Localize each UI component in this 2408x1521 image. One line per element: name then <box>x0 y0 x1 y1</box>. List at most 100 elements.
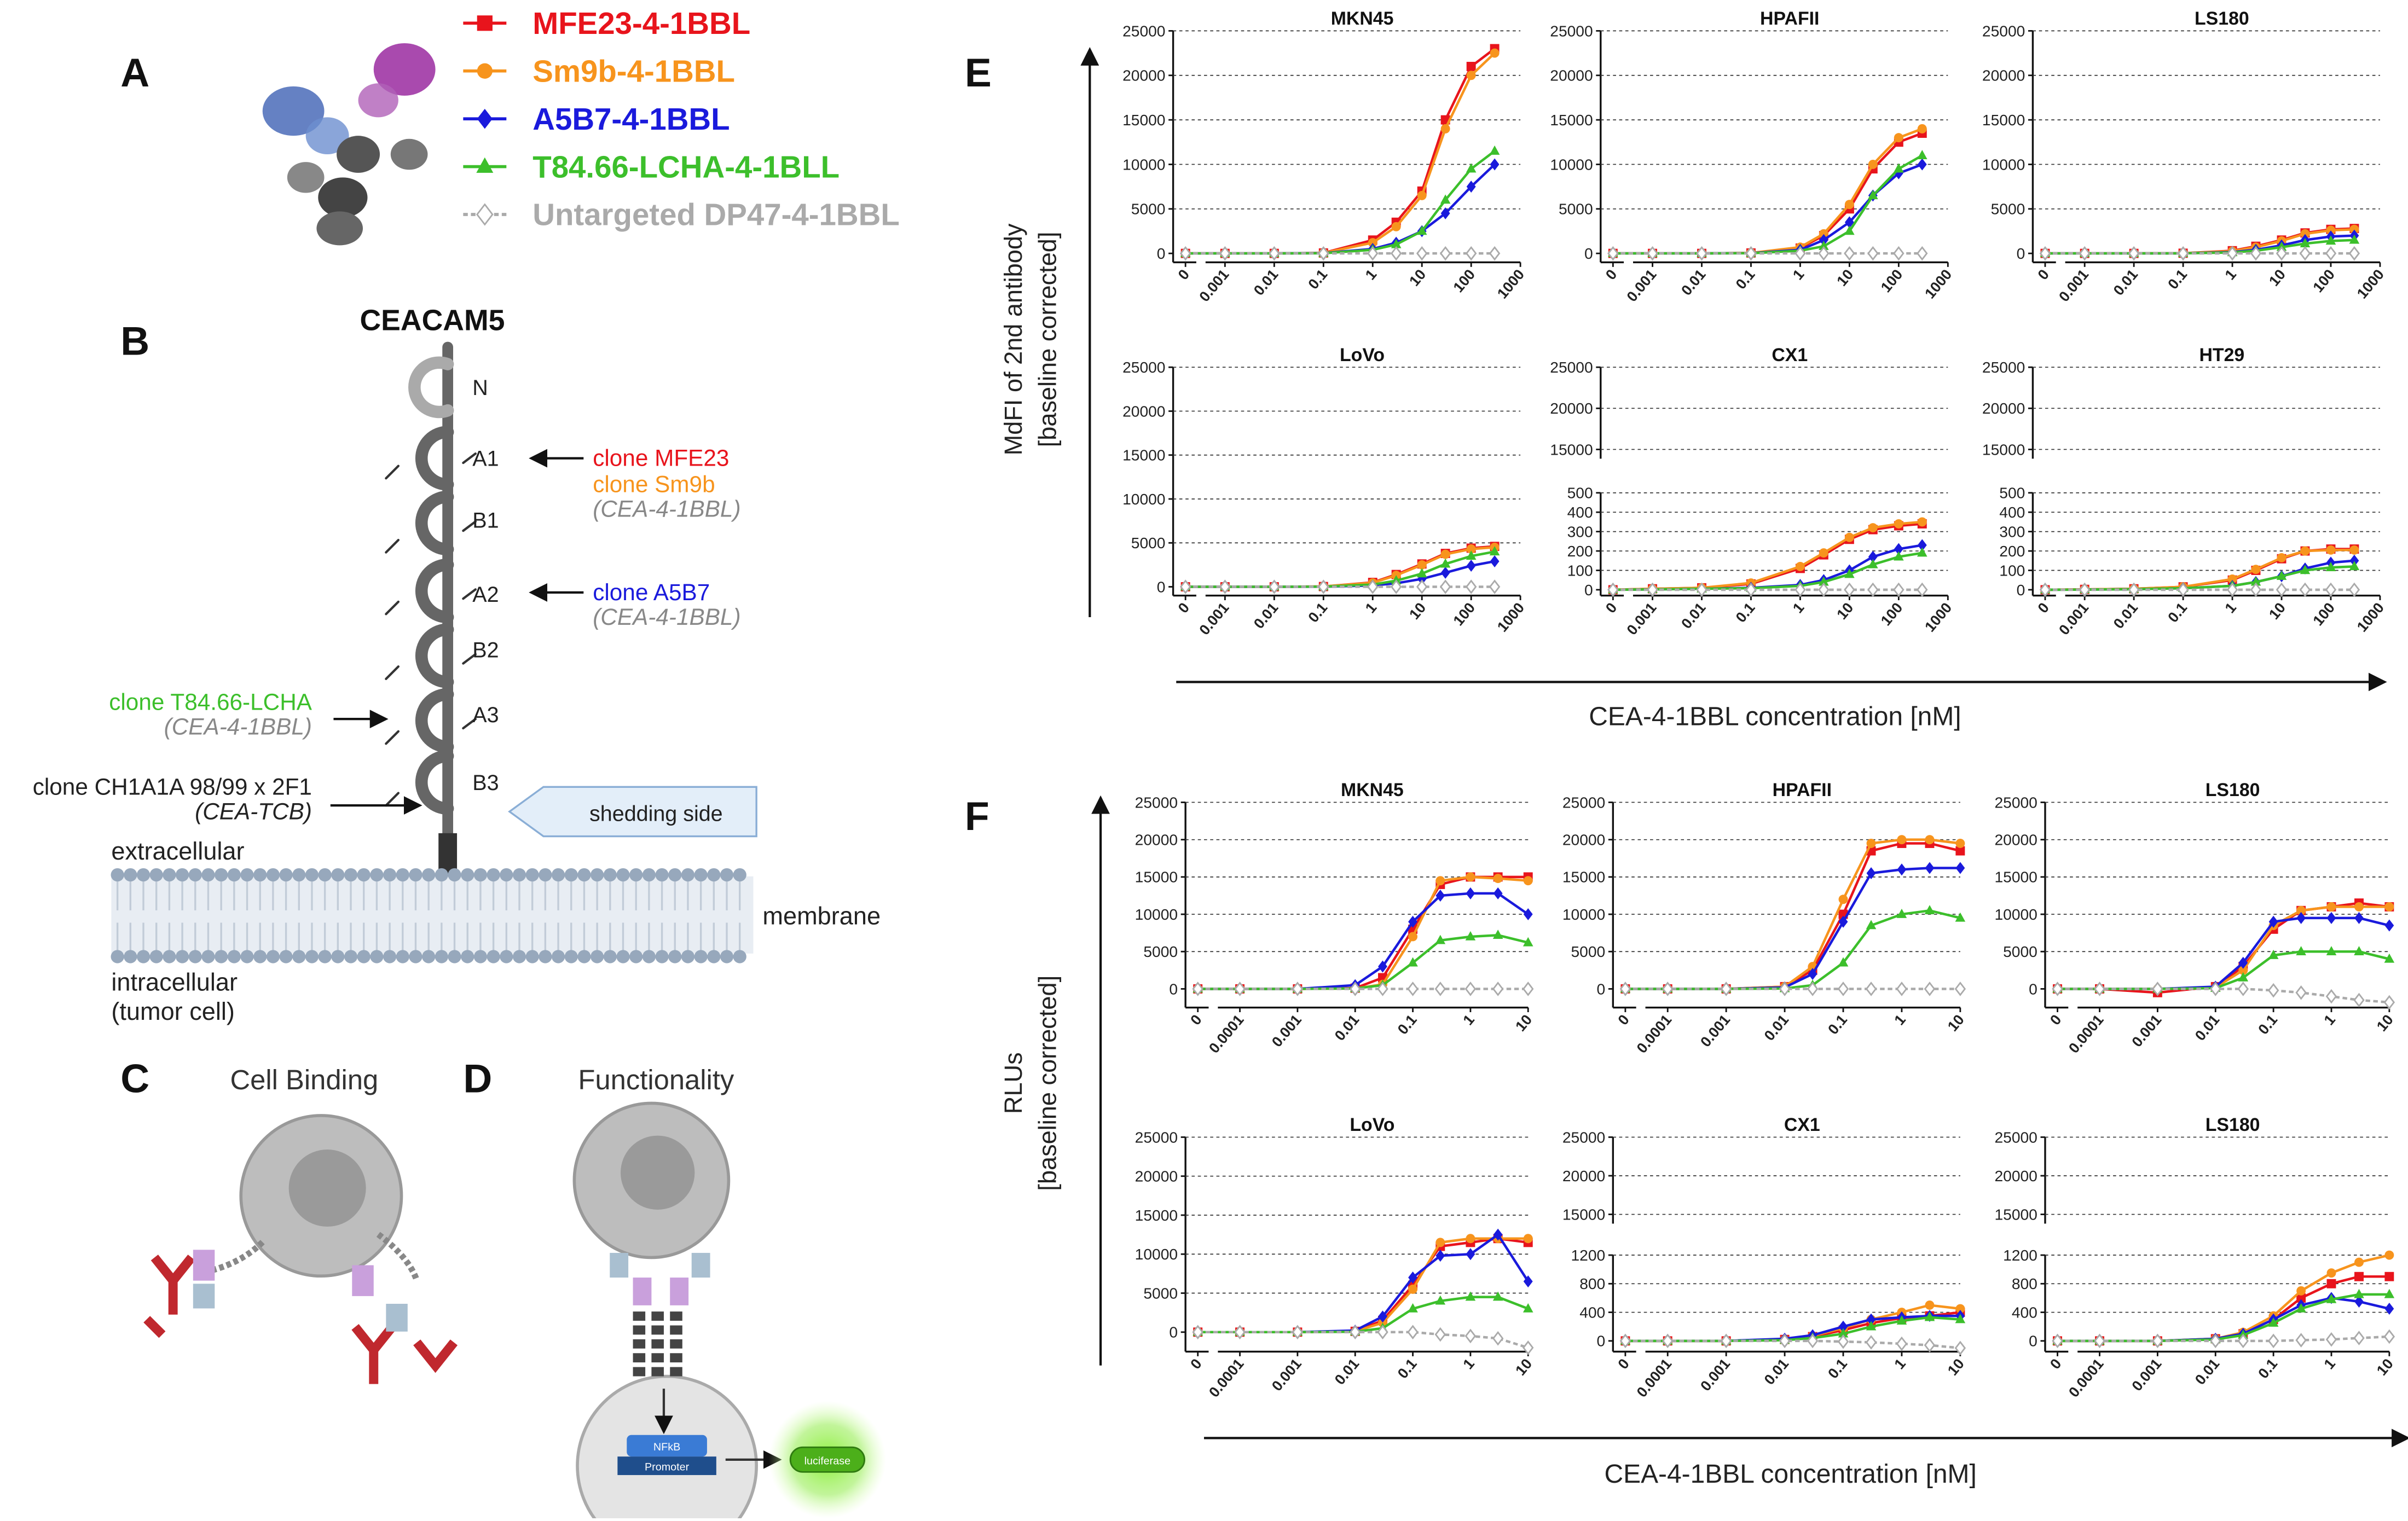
data-point <box>2079 582 2091 597</box>
series-line <box>1197 892 1529 990</box>
data-point <box>2052 1333 2063 1349</box>
y-tick-label: 10000 <box>1982 155 2025 173</box>
y-tick-label: 0 <box>1584 581 1593 599</box>
y-tick-label: 25000 <box>1550 22 1593 39</box>
series-line <box>1185 48 1496 255</box>
x-tick-label: 0.01 <box>1678 600 1709 632</box>
x-tick-label: 0 <box>1187 1356 1205 1373</box>
data-point <box>1466 544 1476 554</box>
y-tick-label: 10000 <box>1122 490 1165 508</box>
data-point <box>1492 930 1503 939</box>
shedding-label: shedding side <box>589 802 723 826</box>
reporter-label: luciferase <box>804 1455 850 1467</box>
lipid-head <box>668 950 682 963</box>
data-point <box>2384 1288 2395 1298</box>
data-point <box>1955 862 1965 874</box>
x-tick-label: 10 <box>1406 600 1429 623</box>
data-point <box>1234 1325 1246 1340</box>
y-tick-label: 1200 <box>1571 1246 1606 1264</box>
y-tick-label: 25000 <box>1994 1128 2037 1146</box>
x-tick-label: 1000 <box>1494 266 1527 302</box>
data-point <box>1435 934 1446 944</box>
ceacam5-structure <box>385 341 477 919</box>
legend-marker <box>476 157 494 173</box>
data-point <box>1867 190 1878 200</box>
data-point <box>2276 246 2288 261</box>
data-point <box>1367 246 1379 261</box>
data-point <box>1866 839 1876 848</box>
y-tick-label: 5000 <box>2003 943 2037 960</box>
lipid-head <box>500 868 513 882</box>
data-point <box>1866 1321 1877 1331</box>
x-tick-label: 1 <box>1362 600 1380 617</box>
data-point <box>1720 982 1732 996</box>
lipid-head <box>461 868 474 882</box>
data-point <box>1896 1315 1907 1325</box>
data-point <box>1844 246 1855 261</box>
x-tick-label: 1 <box>2222 600 2240 617</box>
data-point <box>2300 238 2311 248</box>
x-tick-label: 100 <box>1878 600 1906 629</box>
data-point <box>1490 158 1500 171</box>
x-tick-label: 0.01 <box>1332 1012 1363 1044</box>
data-point <box>1377 1325 1388 1340</box>
data-point <box>1819 234 1828 246</box>
lipid-head <box>111 950 124 963</box>
x-tick-label: 0.0001 <box>2065 1012 2107 1056</box>
clone-label: clone CH1A1A 98/99 x 2F1 <box>33 774 312 799</box>
x-tick-label: 0.01 <box>2110 600 2141 632</box>
lipid-head <box>733 868 746 882</box>
x-tick-label: 100 <box>1450 266 1479 296</box>
x-tick-label: 0.1 <box>1305 600 1330 626</box>
y-tick-label: 20000 <box>1550 67 1593 84</box>
data-point <box>1844 582 1855 597</box>
x-tick-label: 0 <box>2034 266 2052 283</box>
data-point <box>1434 982 1446 996</box>
x-tick-label: 100 <box>2309 266 2338 296</box>
data-point <box>1192 982 1203 996</box>
data-point <box>1955 912 1966 922</box>
lipid-head <box>163 868 176 882</box>
x-tick-label: 1 <box>1460 1355 1478 1372</box>
data-point <box>2326 1268 2336 1278</box>
lipid-head <box>642 950 656 963</box>
data-point <box>2354 1272 2364 1281</box>
lipid-head <box>655 950 669 963</box>
lipid-head <box>629 950 643 963</box>
data-point <box>1493 1228 1503 1241</box>
data-point <box>2237 982 2249 996</box>
data-point <box>1808 968 1817 980</box>
x-tick-label: 0.1 <box>1733 266 1758 292</box>
data-point <box>2128 246 2140 261</box>
y-tick-label: 0 <box>1597 1332 1606 1350</box>
data-point <box>1489 246 1501 261</box>
y-tick-label: 15000 <box>1562 1205 1605 1223</box>
data-point <box>1269 246 1280 261</box>
y-tick-label: 10000 <box>1135 1245 1178 1263</box>
data-point <box>2384 1272 2394 1281</box>
data-point <box>1662 982 1674 996</box>
x-tick-label: 0 <box>2034 600 2052 617</box>
data-point <box>1696 582 1707 597</box>
x-axis-title: CEA-4-1BBL concentration [nM] <box>1604 1460 1976 1489</box>
lipid-head <box>681 868 695 882</box>
data-point <box>2353 1331 2365 1345</box>
series-line <box>2057 988 2390 1004</box>
data-point <box>1523 937 1533 947</box>
y-tick-label: 200 <box>1999 542 2025 560</box>
y-tick-label: 20000 <box>1994 1167 2037 1185</box>
y-tick-label: 300 <box>1999 523 2025 540</box>
data-point <box>2295 1333 2307 1348</box>
lipid-head <box>240 868 254 882</box>
data-point <box>1868 159 1878 169</box>
data-point <box>2039 246 2051 261</box>
data-point <box>2079 246 2091 261</box>
x-tick-label: 0.001 <box>1196 266 1232 305</box>
y-tick-label: 0 <box>1157 245 1166 262</box>
promoter-label: Promoter <box>645 1461 690 1473</box>
data-point <box>1819 576 1829 586</box>
data-point <box>1917 124 1927 133</box>
y-tick-label: 10000 <box>1122 155 1165 173</box>
y-tick-label: 15000 <box>1562 868 1605 886</box>
